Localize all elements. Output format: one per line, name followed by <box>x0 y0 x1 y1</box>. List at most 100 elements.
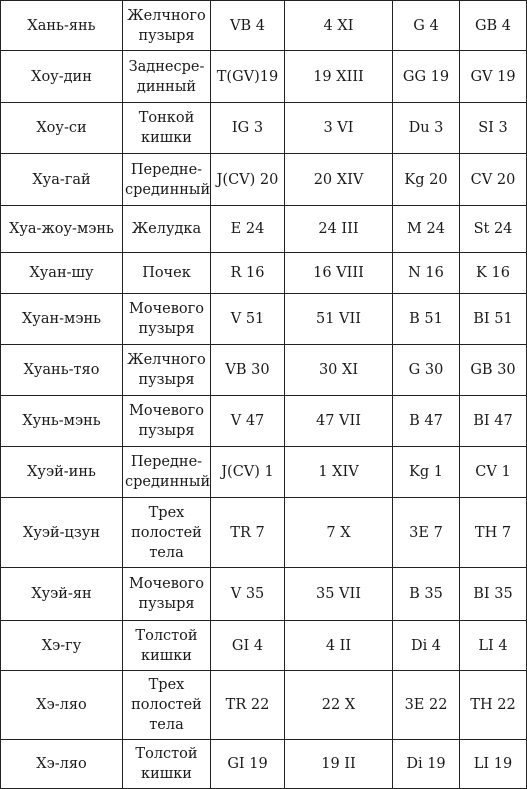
meridian-line: пузыря <box>138 372 195 388</box>
notation-cell-c2: 4 XI <box>284 0 393 51</box>
notation-cell-c3: G 30 <box>392 344 460 396</box>
table-row: Хуан-мэнь Мочевого пузыря V 51 51 VII B 51 BI … <box>0 293 527 345</box>
meridian-cell: Почек <box>122 252 211 294</box>
notation-cell-c4: LI 4 <box>459 620 527 671</box>
notation-cell-c3: G 4 <box>392 0 460 51</box>
point-name-cell: Хуа-гай <box>0 153 123 206</box>
notation-cell-c2: 7 X <box>284 497 393 568</box>
meridian-line: Мочевого <box>129 301 204 317</box>
meridian-line: Мочевого <box>129 403 204 419</box>
notation-cell-c1: R 16 <box>210 252 285 294</box>
table-row: Хуэй-ян Мочевого пузыря V 35 35 VII B 35 BI 35 <box>0 567 527 621</box>
meridian-line: пузыря <box>138 27 195 44</box>
meridian-line: кишки <box>141 130 192 146</box>
meridian-cell: Передне-срединный <box>122 446 211 498</box>
meridian-line: кишки <box>141 647 192 664</box>
notation-cell-c2: 19 XIII <box>284 50 393 103</box>
meridian-line: кишки <box>141 766 192 782</box>
notation-cell-c4: SI 3 <box>459 102 527 154</box>
meridian-line: пузыря <box>138 321 195 337</box>
point-name-cell: Хоу-си <box>0 102 123 154</box>
notation-cell-c1: V 35 <box>210 567 285 621</box>
point-name-cell: Хэ-гу <box>0 620 123 671</box>
meridian-cell: Мочевого пузыря <box>122 395 211 447</box>
notation-cell-c4: TH 7 <box>459 497 527 568</box>
meridian-cell: Трех полостей тела <box>122 497 211 568</box>
meridian-cell: Тонкой кишки <box>122 102 211 154</box>
meridian-cell: Желчного пузыря <box>122 0 211 51</box>
notation-cell-c2: 24 III <box>284 205 393 253</box>
table-row: Хоу-дин Заднесре-динный T(GV)19 19 XIII GG 1… <box>0 50 527 103</box>
point-name-cell: Хуань-тяо <box>0 344 123 396</box>
point-name-cell: Хуэй-ян <box>0 567 123 621</box>
meridian-cell: Толстой кишки <box>122 620 211 671</box>
meridian-cell: Желчного пузыря <box>122 344 211 396</box>
notation-cell-c1: E 24 <box>210 205 285 253</box>
meridian-line: Желчного <box>127 352 206 368</box>
meridian-line: полостей <box>131 524 202 541</box>
table-row: Хуа-гай Передне-срединный J(CV) 20 20 XIV Kg… <box>0 153 527 206</box>
table-row: Хуань-тяо Желчного пузыря VB 30 30 XI G 30 GB … <box>0 344 527 396</box>
meridian-cell: Желудка <box>122 205 211 253</box>
meridian-line: Почек <box>142 265 191 281</box>
point-name-cell: Хуан-шу <box>0 252 123 294</box>
notation-cell-c2: 20 XIV <box>284 153 393 206</box>
meridian-cell: Трех полостей тела <box>122 670 211 740</box>
table-row: Хэ-ляо Трех полостей тела TR 22 22 X 3E 22 TH 2… <box>0 670 527 740</box>
meridian-line: тела <box>149 544 184 561</box>
point-name-cell: Хуа-жоу-мэнь <box>0 205 123 253</box>
notation-cell-c3: N 16 <box>392 252 460 294</box>
table-row: Хуа-жоу-мэнь Желудка E 24 24 III M 24 St 24 <box>0 205 527 253</box>
notation-cell-c1: TR 22 <box>210 670 285 740</box>
notation-cell-c2: 47 VII <box>284 395 393 447</box>
notation-cell-c4: GV 19 <box>459 50 527 103</box>
notation-cell-c1: V 47 <box>210 395 285 447</box>
meridian-line: срединный <box>125 474 211 490</box>
meridian-cell: Толстой кишки <box>122 739 211 789</box>
notation-cell-c3: GG 19 <box>392 50 460 103</box>
meridian-line: срединный <box>125 181 211 198</box>
meridian-line: Желчного <box>127 7 206 24</box>
meridian-line: тела <box>149 717 184 733</box>
notation-cell-c1: T(GV)19 <box>210 50 285 103</box>
notation-cell-c4: GB 4 <box>459 0 527 51</box>
meridian-line: Трех <box>148 504 185 521</box>
notation-cell-c1: GI 4 <box>210 620 285 671</box>
notation-cell-c4: St 24 <box>459 205 527 253</box>
point-name-cell: Хуэй-инь <box>0 446 123 498</box>
notation-cell-c2: 1 XIV <box>284 446 393 498</box>
meridian-line: Тонкой <box>138 110 195 126</box>
point-name-cell: Хунь-мэнь <box>0 395 123 447</box>
notation-cell-c2: 16 VIII <box>284 252 393 294</box>
notation-cell-c1: V 51 <box>210 293 285 345</box>
meridian-line: Толстой <box>135 627 198 644</box>
notation-cell-c1: J(CV) 20 <box>210 153 285 206</box>
notation-cell-c1: TR 7 <box>210 497 285 568</box>
notation-cell-c3: Kg 20 <box>392 153 460 206</box>
notation-cell-c3: 3E 7 <box>392 497 460 568</box>
notation-cell-c3: B 47 <box>392 395 460 447</box>
notation-cell-c4: GB 30 <box>459 344 527 396</box>
notation-cell-c3: B 35 <box>392 567 460 621</box>
notation-cell-c3: Di 4 <box>392 620 460 671</box>
notation-cell-c4: TH 22 <box>459 670 527 740</box>
meridian-line: Трех <box>148 677 185 693</box>
notation-cell-c3: 3E 22 <box>392 670 460 740</box>
meridian-cell: Передне-срединный <box>122 153 211 206</box>
notation-cell-c3: M 24 <box>392 205 460 253</box>
notation-cell-c2: 51 VII <box>284 293 393 345</box>
meridian-line: Толстой <box>135 746 198 762</box>
table-row: Хэ-ляо Толстой кишки GI 19 19 II Di 19 LI 19 <box>0 739 527 789</box>
notation-cell-c1: GI 19 <box>210 739 285 789</box>
notation-cell-c4: CV 20 <box>459 153 527 206</box>
meridian-line: динный <box>136 78 197 95</box>
meridian-cell: Заднесре-динный <box>122 50 211 103</box>
meridian-line: Передне- <box>130 161 203 178</box>
notation-cell-c2: 35 VII <box>284 567 393 621</box>
